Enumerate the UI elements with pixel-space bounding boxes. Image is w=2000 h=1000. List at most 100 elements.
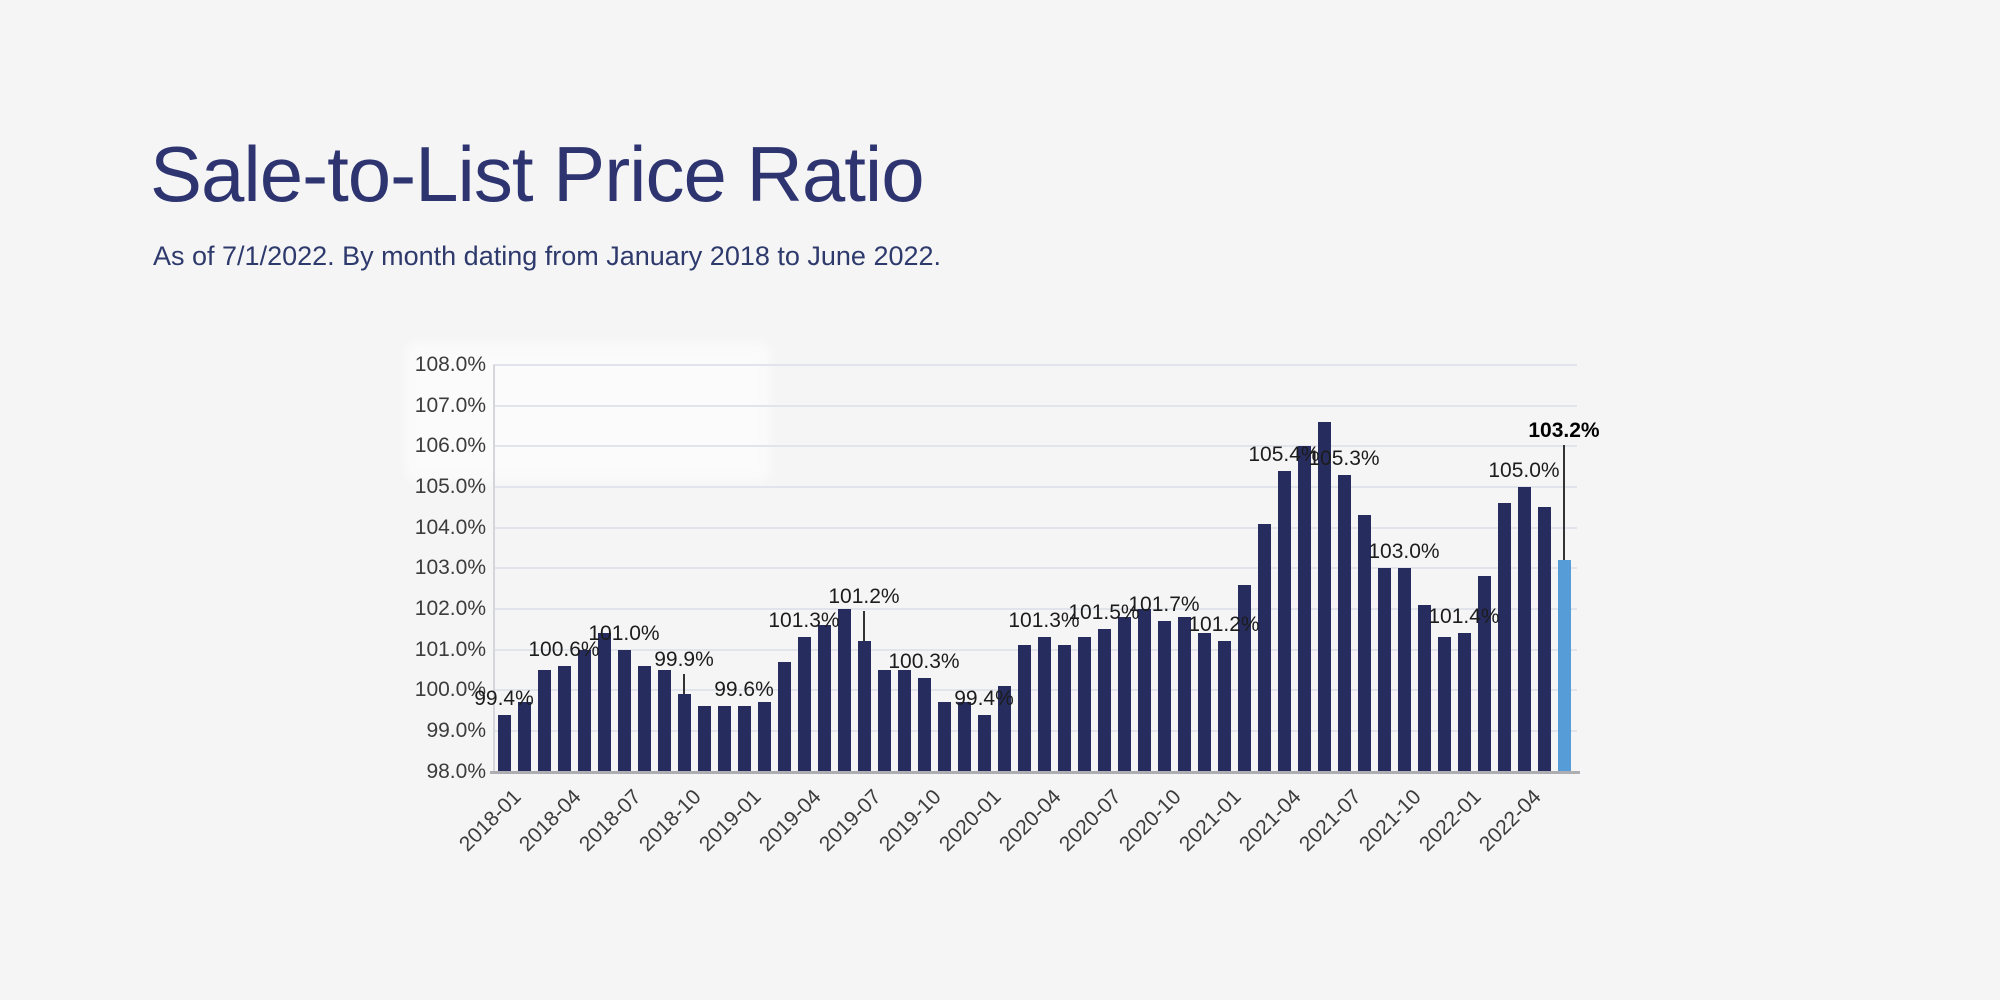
gridline	[493, 648, 1577, 651]
x-axis-tick-label: 2021-10	[1354, 784, 1426, 856]
gridline	[493, 567, 1577, 570]
bar	[677, 694, 691, 772]
bar	[757, 702, 771, 772]
bar	[537, 669, 551, 772]
bar	[517, 702, 531, 772]
gridline	[493, 729, 1577, 732]
bar	[1357, 515, 1371, 772]
bar-value-label: 101.4%	[1428, 605, 1500, 629]
bar	[1317, 421, 1331, 772]
x-axis-tick-label: 2019-01	[694, 784, 766, 856]
bar	[1497, 503, 1511, 772]
bar	[1417, 604, 1431, 772]
bar	[1457, 633, 1471, 772]
y-axis-line	[493, 365, 495, 772]
bar-value-label: 105.0%	[1488, 458, 1560, 482]
bar	[877, 669, 891, 772]
bar	[857, 641, 871, 772]
bar	[1297, 446, 1311, 772]
bar	[1397, 568, 1411, 772]
bar	[777, 661, 791, 772]
bar	[657, 669, 671, 772]
y-axis-tick-label: 105.0%	[414, 474, 486, 498]
bar	[1137, 608, 1151, 772]
bar	[897, 669, 911, 772]
bar	[1517, 486, 1531, 772]
bar	[1037, 637, 1051, 772]
bar-value-label: 103.0%	[1368, 540, 1440, 564]
bar	[557, 665, 571, 772]
bar	[1097, 629, 1111, 772]
bar	[957, 702, 971, 772]
y-axis-tick-label: 104.0%	[414, 515, 486, 539]
bar	[1057, 645, 1071, 772]
highlighted-bar	[1557, 560, 1571, 772]
bar	[977, 714, 991, 772]
x-axis-tick-label: 2021-07	[1294, 784, 1366, 856]
bar-value-label: 101.0%	[588, 621, 660, 645]
x-axis-tick-label: 2021-01	[1174, 784, 1246, 856]
bar-value-label: 105.3%	[1308, 446, 1380, 470]
label-leader-line	[863, 611, 865, 642]
y-axis-tick-label: 98.0%	[426, 759, 486, 783]
bar-value-label: 99.6%	[714, 678, 774, 702]
gridline	[493, 526, 1577, 529]
x-axis-tick-label: 2018-10	[634, 784, 706, 856]
page-title: Sale-to-List Price Ratio	[150, 130, 925, 218]
gridline	[493, 404, 1577, 407]
x-axis-tick-label: 2021-04	[1234, 784, 1306, 856]
gridline	[493, 445, 1577, 448]
x-axis-tick-label: 2019-04	[754, 784, 826, 856]
bar	[717, 706, 731, 772]
bar	[997, 686, 1011, 772]
bar	[1177, 617, 1191, 772]
bar	[837, 608, 851, 772]
bar-value-label: 101.3%	[1008, 609, 1080, 633]
bar	[637, 665, 651, 772]
x-axis-tick-label: 2020-10	[1114, 784, 1186, 856]
x-axis-tick-label: 2018-04	[514, 784, 586, 856]
bar-value-label: 101.5%	[1068, 601, 1140, 625]
label-leader-line	[1563, 445, 1565, 561]
bar	[1117, 617, 1131, 772]
bar	[1217, 641, 1231, 772]
bar	[797, 637, 811, 772]
x-axis-tick-label: 2018-01	[454, 784, 526, 856]
y-axis-tick-label: 103.0%	[414, 556, 486, 580]
bar-value-label: 100.3%	[888, 650, 960, 673]
bar	[1537, 507, 1551, 772]
gridline	[493, 364, 1577, 366]
bar	[617, 649, 631, 772]
x-axis-tick-label: 2020-07	[1054, 784, 1126, 856]
gridline	[493, 689, 1577, 692]
bar-value-label: 101.7%	[1128, 593, 1200, 617]
bar	[737, 706, 751, 772]
bar-value-label: 105.4%	[1248, 442, 1320, 466]
x-axis-tick-label: 2019-07	[814, 784, 886, 856]
y-axis-tick-label: 108.0%	[414, 353, 486, 376]
label-leader-line	[683, 674, 685, 695]
bar	[697, 706, 711, 772]
bar	[1337, 474, 1351, 772]
x-axis-baseline	[490, 770, 1580, 774]
bar	[1437, 637, 1451, 772]
y-axis-tick-label: 106.0%	[414, 434, 486, 458]
x-axis-tick-label: 2018-07	[574, 784, 646, 856]
bar	[1277, 470, 1291, 772]
bar	[817, 625, 831, 772]
bar-value-label: 101.2%	[828, 585, 900, 609]
gridline	[493, 607, 1577, 610]
y-axis-tick-label: 102.0%	[414, 596, 486, 620]
y-axis-tick-label: 100.0%	[414, 678, 486, 702]
bar	[1257, 523, 1271, 772]
bar	[1237, 584, 1251, 772]
bar-value-label: 101.3%	[768, 609, 840, 633]
x-axis-tick-label: 2022-04	[1474, 784, 1546, 856]
bar	[1377, 568, 1391, 772]
x-axis-tick-label: 2019-10	[874, 784, 946, 856]
y-axis-tick-label: 101.0%	[414, 637, 486, 661]
bar	[1077, 637, 1091, 772]
y-axis-tick-label: 99.0%	[426, 718, 486, 742]
bar-value-label: 99.4%	[474, 686, 534, 710]
